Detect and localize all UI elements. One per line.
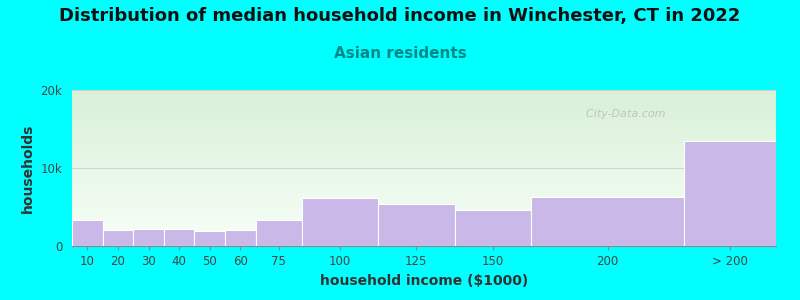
Bar <box>454 210 531 246</box>
Text: Distribution of median household income in Winchester, CT in 2022: Distribution of median household income … <box>59 8 741 26</box>
Bar <box>378 204 454 246</box>
Bar <box>531 197 684 246</box>
Bar <box>134 229 164 246</box>
Bar <box>684 141 776 246</box>
Text: City-Data.com: City-Data.com <box>579 109 666 119</box>
Bar <box>194 231 225 246</box>
Bar <box>256 220 302 246</box>
Text: Asian residents: Asian residents <box>334 46 466 62</box>
X-axis label: household income ($1000): household income ($1000) <box>320 274 528 288</box>
Bar <box>72 220 102 246</box>
Bar <box>225 230 256 246</box>
Bar <box>102 230 134 246</box>
Bar <box>164 229 194 246</box>
Bar <box>302 198 378 246</box>
Y-axis label: households: households <box>21 123 35 213</box>
